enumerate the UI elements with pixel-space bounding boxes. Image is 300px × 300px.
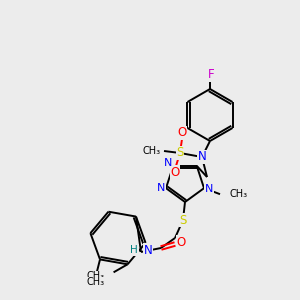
Text: CH₃: CH₃ [86, 271, 105, 281]
Text: CH₃: CH₃ [229, 189, 247, 199]
Text: O: O [176, 236, 186, 248]
Text: N: N [205, 184, 213, 194]
Text: N: N [164, 158, 172, 168]
Text: N: N [198, 151, 206, 164]
Text: N: N [157, 183, 165, 193]
Text: S: S [176, 146, 184, 160]
Text: O: O [177, 127, 187, 140]
Text: CH₃: CH₃ [87, 278, 105, 287]
Text: O: O [170, 166, 180, 178]
Text: N: N [144, 244, 153, 256]
Text: CH₃: CH₃ [143, 146, 161, 156]
Text: F: F [208, 68, 214, 82]
Text: H: H [130, 245, 138, 255]
Text: S: S [179, 214, 187, 226]
